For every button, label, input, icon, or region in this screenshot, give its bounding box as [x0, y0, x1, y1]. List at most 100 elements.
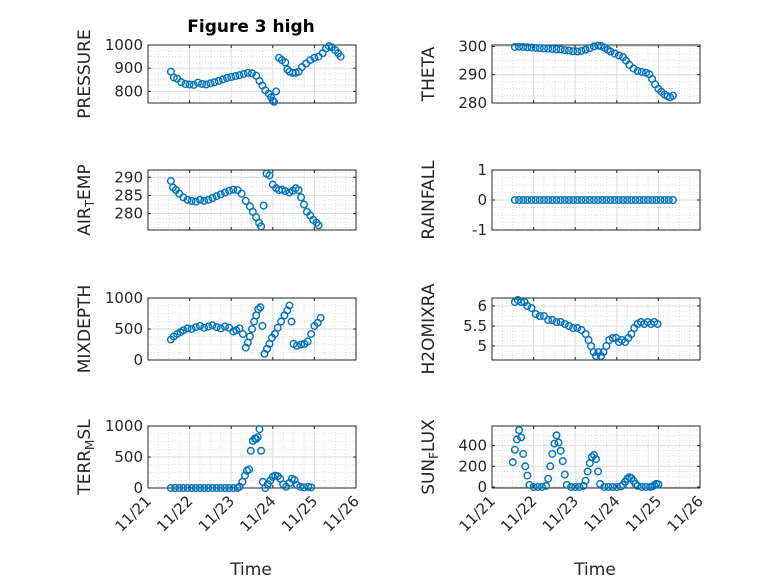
data-point: [220, 188, 229, 197]
data-point: [548, 449, 557, 458]
data-point: [552, 431, 561, 440]
data-point: [544, 316, 553, 325]
data-point: [189, 80, 198, 89]
data-point: [525, 480, 534, 489]
data-point: [587, 453, 596, 462]
data-point: [552, 195, 561, 204]
y-tick-label: 0: [133, 479, 143, 497]
data-point: [606, 195, 615, 204]
data-point: [573, 47, 582, 56]
data-point: [533, 482, 542, 491]
data-point: [225, 186, 234, 195]
data-point: [303, 337, 312, 346]
data-point: [237, 189, 246, 198]
data-point: [270, 97, 279, 106]
data-point: [198, 79, 207, 88]
data-point: [585, 44, 594, 53]
axes-box: [147, 169, 357, 231]
y-tick-label: 6: [477, 297, 487, 315]
data-point: [270, 329, 279, 338]
data-point: [166, 484, 175, 493]
data-point: [564, 46, 573, 55]
data-point: [656, 195, 665, 204]
y-tick-label: 5.5: [463, 317, 487, 335]
data-point: [544, 195, 553, 204]
data-point: [256, 303, 265, 312]
y-axis-label: THETA: [419, 46, 439, 102]
data-point: [592, 455, 601, 464]
data-point: [560, 320, 569, 329]
data-point: [227, 73, 236, 82]
data-point: [204, 322, 213, 331]
y-tick-label: -1: [472, 221, 487, 239]
data-point: [535, 44, 544, 53]
data-point: [577, 46, 586, 55]
data-point: [550, 439, 559, 448]
data-point: [240, 471, 249, 480]
data-point: [229, 185, 238, 194]
data-point: [623, 195, 632, 204]
data-point: [648, 195, 657, 204]
data-point: [241, 196, 250, 205]
x-tick-label: 11/21: [112, 492, 155, 535]
y-tick-label: 1000: [105, 289, 143, 307]
data-point: [668, 195, 677, 204]
data-point: [594, 348, 603, 357]
y-tick-label: 290: [114, 168, 143, 186]
data-point: [608, 334, 617, 343]
data-point: [254, 305, 263, 314]
data-point: [316, 313, 325, 322]
x-tick-label: 11/23: [539, 492, 582, 535]
data-point: [531, 43, 540, 52]
data-point: [195, 484, 204, 493]
data-point: [245, 465, 254, 474]
data-point: [297, 340, 306, 349]
data-point: [310, 53, 319, 62]
data-point: [214, 76, 223, 85]
y-axis-label: PRESSURE: [75, 29, 95, 118]
data-point: [200, 196, 209, 205]
data-point: [193, 78, 202, 87]
data-point: [204, 484, 213, 493]
y-tick-label: 500: [114, 448, 143, 466]
data-point: [589, 195, 598, 204]
data-point: [527, 304, 536, 313]
data-point: [560, 195, 569, 204]
data-point: [540, 312, 549, 321]
data-point: [650, 481, 659, 490]
y-tick-label: 800: [114, 82, 143, 100]
x-tick-label: 11/24: [236, 492, 279, 535]
data-point: [577, 326, 586, 335]
subplot-5: 1000 500 0 MIXDEPTH: [75, 285, 357, 373]
data-point: [631, 479, 640, 488]
data-point: [556, 195, 565, 204]
data-point: [540, 195, 549, 204]
axes-box: [147, 44, 357, 104]
data-point: [633, 67, 642, 76]
x-tick-label: 11/21: [456, 492, 499, 535]
data-point: [218, 75, 227, 84]
data-point: [208, 193, 217, 202]
data-point: [573, 324, 582, 333]
y-tick-label: 285: [114, 186, 143, 204]
data-point: [181, 79, 190, 88]
y-tick-label: 1: [477, 161, 487, 179]
data-point: [537, 482, 546, 491]
data-point: [608, 482, 617, 491]
data-point: [598, 195, 607, 204]
data-point: [654, 480, 663, 489]
data-point: [247, 69, 256, 78]
data-point: [660, 195, 669, 204]
data-point: [540, 44, 549, 53]
x-tick-label: 11/23: [195, 492, 238, 535]
data-point: [554, 438, 563, 447]
data-point: [562, 480, 571, 489]
data-point: [235, 71, 244, 80]
data-point: [238, 329, 247, 338]
data-point: [268, 96, 277, 105]
y-tick-label: 1000: [105, 417, 143, 435]
data-point: [258, 321, 267, 330]
data-point: [195, 195, 204, 204]
data-point: [581, 476, 590, 485]
